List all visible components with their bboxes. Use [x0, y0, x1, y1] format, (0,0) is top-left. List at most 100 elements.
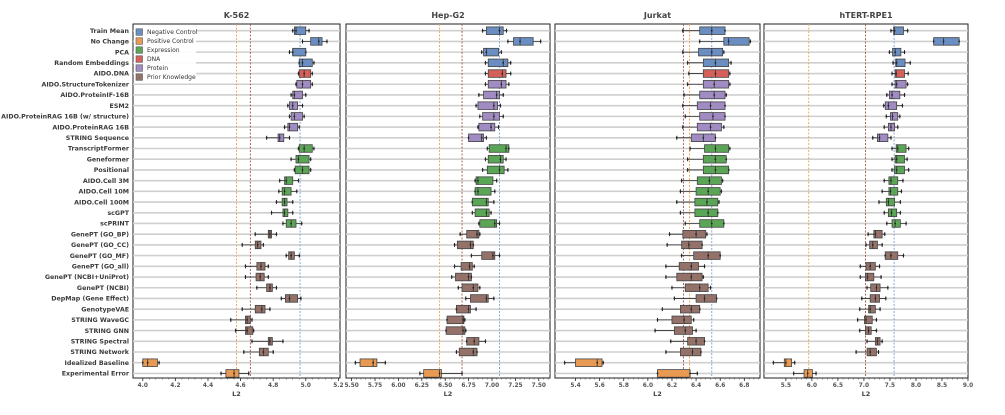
data-point: [255, 286, 258, 289]
data-point: [709, 104, 712, 107]
data-point: [714, 136, 717, 139]
data-point: [880, 276, 882, 278]
x-tick-label: 6.8: [739, 383, 749, 389]
box-aido-structuretokenizer: [295, 80, 314, 89]
box-genept-ncbi-: [866, 283, 889, 292]
box-iqr: [254, 304, 266, 314]
panel-htert-rpe1: hTERT-RPE1 5.5 6.0 6.5 7.0 7.5 8.0 8.5 9.0 L2: [763, 11, 973, 398]
box-iqr: [575, 358, 603, 367]
box-iqr: [310, 37, 323, 46]
row-label: GenePT (NCBI): [77, 285, 129, 292]
row-label: STRING GNN: [85, 328, 129, 335]
box-iqr: [466, 337, 480, 346]
data-point: [269, 308, 271, 311]
data-point: [251, 340, 253, 343]
box-geneformer: [891, 155, 909, 164]
box-esm2: [882, 101, 904, 110]
box-iqr: [483, 90, 500, 100]
box-iqr: [676, 272, 703, 282]
data-point: [906, 158, 909, 161]
x-tick-label: 5.50: [344, 383, 358, 389]
row-label: DepMap (Gene Effect): [51, 296, 129, 303]
data-point: [881, 244, 884, 246]
data-point: [689, 147, 691, 150]
box-iqr: [284, 176, 294, 185]
box-pca: [288, 47, 307, 57]
box-no-change: [932, 37, 961, 46]
data-point: [713, 83, 716, 86]
box-experimental-error: [220, 369, 250, 378]
box-iqr: [864, 315, 873, 325]
box-esm2: [475, 101, 502, 110]
panel-frame: [345, 23, 551, 379]
data-point: [883, 233, 886, 236]
data-point: [290, 94, 293, 96]
data-point: [692, 318, 695, 321]
data-point: [874, 297, 877, 300]
box-random-embeddings: [686, 58, 732, 68]
box-aido-cell-100m: [471, 197, 495, 207]
row-label: AIDO.Cell 3M: [83, 178, 129, 185]
box-iqr: [888, 176, 899, 185]
box-iqr: [681, 240, 703, 250]
data-point: [681, 29, 684, 32]
data-point: [895, 169, 898, 171]
box-iqr: [481, 251, 496, 260]
x-tick-label: 7.5: [885, 383, 895, 389]
data-point: [885, 115, 888, 118]
data-point: [665, 351, 667, 353]
data-point: [686, 61, 689, 64]
x-axis-label: L2: [862, 390, 871, 398]
box-no-change: [506, 37, 542, 46]
box-iqr: [870, 283, 881, 292]
data-point: [297, 158, 300, 161]
box-iqr: [474, 208, 490, 217]
data-point: [481, 29, 484, 32]
box-iqr: [513, 37, 534, 46]
box-genept-go-mf-: [884, 251, 905, 260]
row-label: Idealized Baseline: [65, 360, 129, 367]
x-tick-label: 4.6: [235, 383, 245, 389]
data-point: [893, 29, 896, 32]
box-scgpt: [883, 208, 902, 217]
data-point: [690, 265, 693, 268]
box-genept-go-cc-: [241, 240, 265, 250]
data-point: [256, 244, 259, 246]
box-string-sequence: [675, 133, 717, 142]
box-genept-ncbi-: [457, 283, 481, 292]
data-point: [484, 83, 487, 86]
data-point: [891, 115, 894, 118]
box-iqr: [885, 197, 896, 207]
data-point: [267, 276, 270, 278]
data-point: [698, 286, 701, 289]
box-transcriptformer: [486, 144, 510, 153]
data-point: [714, 147, 717, 150]
data-point: [301, 61, 304, 64]
data-point: [722, 126, 725, 128]
data-point: [900, 190, 903, 193]
data-point: [291, 29, 294, 32]
box-aido-proteinrag-16b: [681, 122, 725, 132]
box-geneformer: [686, 155, 728, 164]
data-point: [301, 169, 304, 171]
box-aido-proteinrag-16b-w-structure-: [288, 112, 306, 121]
data-point: [539, 40, 542, 43]
data-point: [885, 222, 888, 225]
data-point: [871, 244, 874, 246]
data-point: [304, 51, 307, 54]
box-iqr: [893, 26, 904, 35]
data-point: [707, 211, 710, 214]
data-point: [602, 361, 605, 364]
legend-label: Positive Control: [147, 38, 194, 45]
data-point: [241, 308, 244, 311]
data-point: [465, 340, 468, 343]
data-point: [473, 265, 476, 268]
data-point: [275, 201, 278, 203]
data-point: [498, 254, 501, 257]
data-point: [295, 190, 298, 193]
box-iqr: [225, 369, 240, 378]
data-point: [675, 136, 678, 139]
data-point: [656, 372, 659, 375]
box-iqr: [359, 358, 378, 367]
